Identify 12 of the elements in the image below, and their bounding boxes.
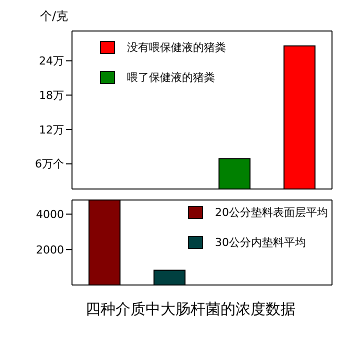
y-tick-label: 24万 (39, 54, 64, 68)
y-tick-label: 6万个 (35, 158, 64, 171)
y-axis-title: 个/克 (40, 8, 68, 25)
y-tick-label: 4000 (36, 208, 64, 222)
legend-label: 喂了保健液的猪粪 (127, 70, 215, 84)
legend-label: 20公分垫料表面层平均 (215, 204, 328, 220)
y-tick-label: 18万 (39, 89, 64, 102)
y-tick-label: 2000 (36, 243, 64, 256)
legend-label: 30公分内垫料平均 (215, 234, 306, 250)
y-tick-label: 12万 (39, 123, 64, 136)
legend-label: 没有喂保健液的猪粪 (127, 40, 226, 54)
text: 四种介质中大肠杆菌的浓度数据 (84, 300, 296, 319)
